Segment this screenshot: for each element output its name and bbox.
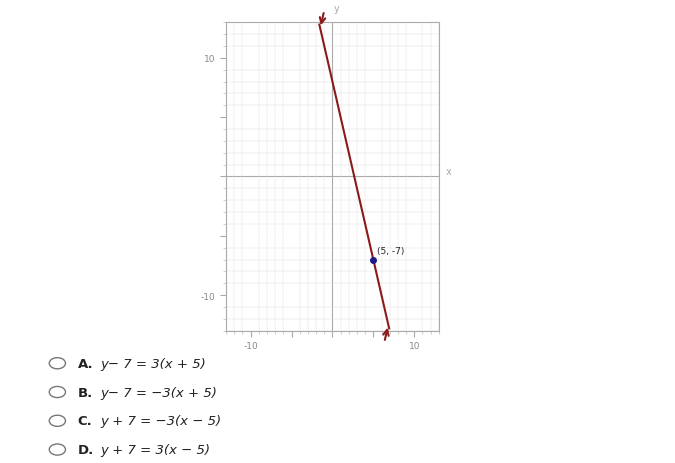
Text: y− 7 = 3(x + 5): y− 7 = 3(x + 5) (100, 357, 206, 370)
Text: B.: B. (78, 386, 93, 399)
Text: y− 7 = −3(x + 5): y− 7 = −3(x + 5) (100, 386, 217, 399)
Text: (5, -7): (5, -7) (377, 246, 405, 255)
Text: A.: A. (78, 357, 93, 370)
Text: x: x (446, 166, 452, 176)
Text: C.: C. (78, 414, 92, 427)
Text: y: y (333, 4, 340, 14)
Text: y + 7 = 3(x − 5): y + 7 = 3(x − 5) (100, 443, 210, 456)
Text: D.: D. (78, 443, 94, 456)
Text: y + 7 = −3(x − 5): y + 7 = −3(x − 5) (100, 414, 221, 427)
